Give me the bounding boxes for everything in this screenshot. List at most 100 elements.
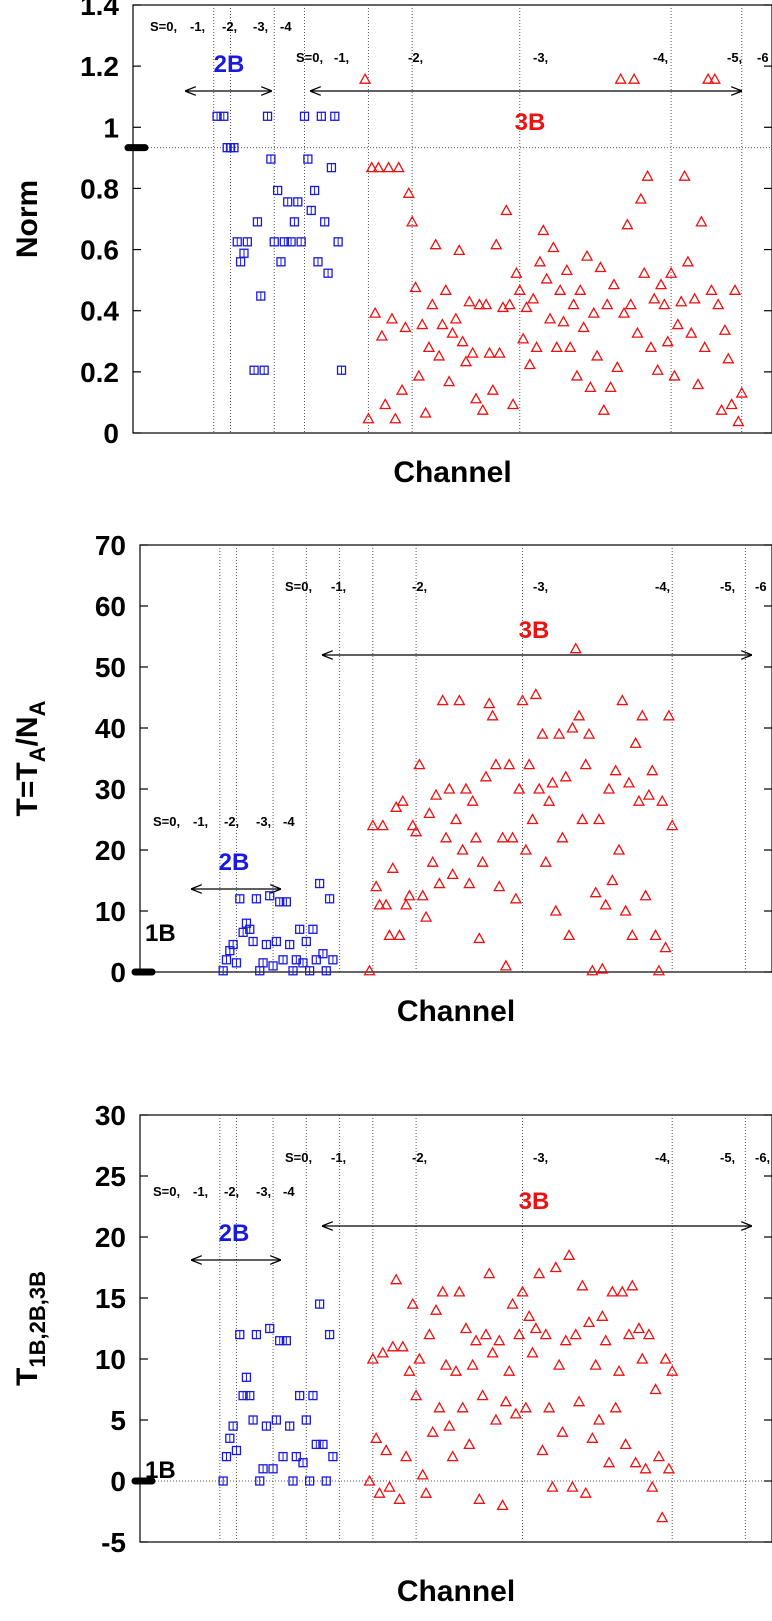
- data-point-3b: [416, 1468, 429, 1480]
- y-axis-label-part: A: [25, 746, 50, 762]
- data-point-3b: [671, 318, 684, 330]
- data-point-3b: [596, 962, 609, 974]
- data-point-3b: [369, 306, 382, 318]
- chart-panel-1: 0 0.2 0.4 0.6 0.8 1 1.2 1.4 Norm Channel S=0, -1, -2…: [11, 0, 772, 489]
- strangeness-label-2b: -2,: [224, 1184, 239, 1199]
- data-point-3b: [611, 361, 624, 373]
- data-point-3b: [594, 261, 607, 273]
- data-point-3b: [666, 819, 679, 831]
- y-tick-label: 60: [95, 591, 126, 622]
- data-point-3b: [592, 1413, 606, 1425]
- data-point-3b: [577, 321, 590, 333]
- data-point-3b: [390, 800, 403, 812]
- data-point-3b: [632, 1322, 646, 1334]
- data-point-3b: [628, 72, 641, 84]
- strangeness-label-3b: S=0,: [285, 1150, 312, 1165]
- data-point-3b: [642, 1328, 656, 1340]
- data-point-3b: [543, 794, 556, 806]
- data-point-3b: [473, 1492, 486, 1504]
- data-point-3b: [399, 321, 412, 333]
- data-point-3b: [406, 215, 419, 227]
- data-point-3b: [416, 318, 429, 330]
- plot-frame: [139, 544, 772, 973]
- strangeness-label-3b: -4,: [653, 50, 668, 65]
- y-tick-label: 15: [95, 1283, 126, 1314]
- group-label-2b: 2B: [219, 1220, 250, 1247]
- data-point-3b: [626, 1279, 639, 1291]
- data-point-3b: [547, 241, 560, 253]
- data-point-3b: [616, 694, 629, 706]
- data-point-3b: [429, 1303, 443, 1315]
- strangeness-label-3b: -1,: [334, 50, 349, 65]
- data-point-3b: [380, 1444, 393, 1456]
- data-point-3b: [365, 161, 378, 173]
- data-point-3b: [582, 1316, 596, 1328]
- data-point-3b: [516, 1285, 529, 1297]
- data-point-3b: [612, 843, 626, 855]
- data-point-3b: [483, 346, 496, 358]
- data-point-3b: [509, 892, 522, 904]
- y-tick-label: 30: [95, 774, 126, 805]
- strangeness-label-2b: S=0,: [150, 19, 177, 34]
- data-point-3b: [506, 398, 520, 410]
- data-point-3b: [503, 1364, 516, 1376]
- strangeness-label-2b: -4: [283, 814, 295, 829]
- strangeness-label-3b: -5,: [720, 579, 735, 594]
- data-point-3b: [413, 1352, 426, 1364]
- strangeness-label-2b: S=0,: [153, 1184, 180, 1199]
- data-point-3b: [490, 238, 503, 250]
- strangeness-label-2b: -1,: [193, 814, 208, 829]
- data-point-3b: [380, 898, 393, 910]
- data-point-3b: [718, 323, 732, 335]
- data-point-3b: [489, 758, 503, 770]
- data-point-3b: [572, 709, 586, 721]
- data-point-3b: [584, 381, 597, 392]
- data-point-3b: [576, 1279, 589, 1291]
- y-tick-label: 0.4: [80, 296, 119, 327]
- data-point-3b: [456, 1401, 469, 1413]
- data-point-3b: [419, 406, 432, 418]
- data-point-3b: [423, 1328, 436, 1340]
- data-point-3b: [530, 341, 543, 353]
- data-point-3b: [422, 341, 436, 353]
- data-point-3b: [406, 819, 419, 831]
- data-point-3b: [499, 959, 512, 971]
- data-point-3b: [426, 855, 439, 867]
- data-point-3b: [503, 758, 516, 770]
- data-point-3b: [543, 312, 557, 324]
- y-tick-label: 0: [110, 957, 126, 988]
- data-point-3b: [668, 369, 681, 381]
- data-point-3b: [459, 782, 473, 794]
- group-label-3b: 3B: [519, 1188, 550, 1215]
- data-point-3b: [566, 721, 579, 733]
- data-point-3b: [651, 363, 664, 375]
- data-point-3b: [540, 272, 553, 284]
- group-label-3b: 3B: [519, 617, 550, 644]
- data-point-3b: [396, 794, 409, 806]
- data-point-3b: [572, 1395, 586, 1407]
- data-point-3b: [403, 1364, 416, 1376]
- data-point-3b: [480, 298, 493, 310]
- data-point-3b: [363, 964, 376, 976]
- strangeness-label-3b: -2,: [412, 1150, 427, 1165]
- data-point-3b: [500, 204, 513, 216]
- data-point-3b: [443, 782, 456, 794]
- data-point-3b: [466, 1358, 479, 1370]
- data-point-3b: [446, 868, 459, 880]
- data-point-3b: [479, 770, 493, 782]
- data-point-3b: [629, 736, 642, 748]
- data-point-3b: [419, 910, 433, 922]
- data-point-3b: [553, 727, 566, 739]
- data-point-3b: [715, 403, 728, 415]
- data-point-3b: [370, 1431, 383, 1443]
- strangeness-label-2b: -4: [283, 1184, 295, 1199]
- data-point-3b: [622, 776, 636, 788]
- data-point-3b: [423, 807, 436, 819]
- data-point-3b: [586, 964, 599, 976]
- data-point-3b: [372, 161, 385, 173]
- data-point-3b: [556, 1425, 569, 1437]
- strangeness-label-3b: S=0,: [296, 50, 323, 65]
- data-point-3b: [591, 349, 604, 361]
- data-point-3b: [559, 1334, 572, 1346]
